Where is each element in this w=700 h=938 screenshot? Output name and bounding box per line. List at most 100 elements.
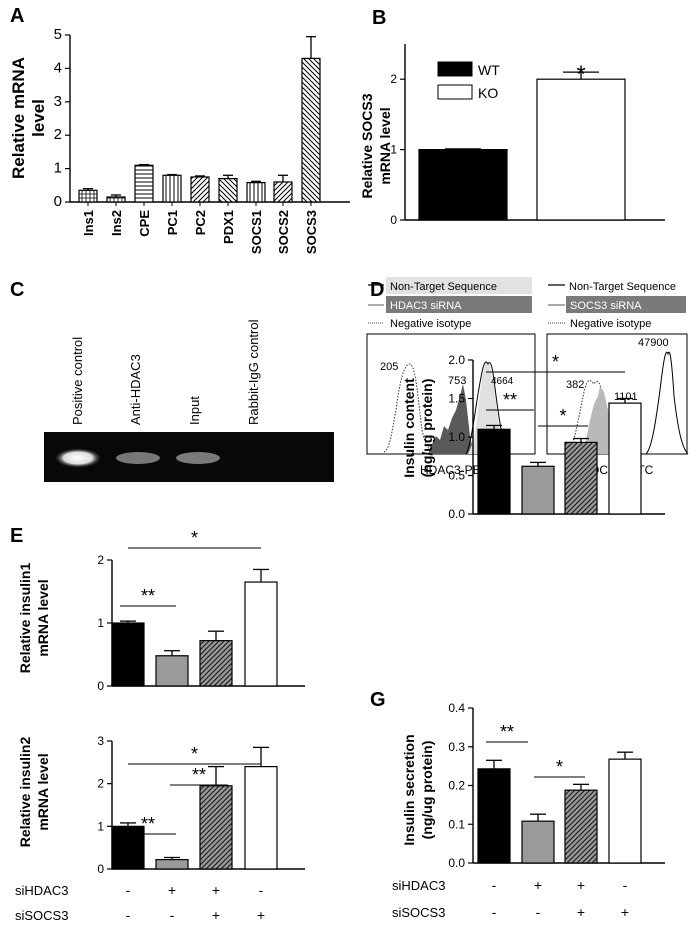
bar bbox=[199, 785, 233, 870]
bar bbox=[273, 181, 293, 203]
y-tick-label: 5 bbox=[54, 26, 62, 43]
treatment-sign: + bbox=[168, 882, 176, 898]
bar bbox=[301, 57, 321, 203]
treatment-sign: - bbox=[623, 877, 628, 893]
bar bbox=[418, 149, 508, 221]
legend-label-wt: WT bbox=[478, 62, 500, 78]
bar bbox=[608, 758, 642, 864]
bar bbox=[199, 640, 233, 687]
gel-panel-c: Positive control Anti-HDAC3 Input Rabbit… bbox=[44, 319, 334, 482]
y-tick-label: 0 bbox=[97, 862, 104, 876]
legend-label-ko: KO bbox=[478, 85, 498, 101]
treatment-label-sisocs3-left: siSOCS3 bbox=[15, 908, 68, 923]
flow-value-right-1: 382 bbox=[566, 379, 584, 391]
bar bbox=[190, 176, 210, 203]
svg-text:mRNA level: mRNA level bbox=[35, 579, 51, 656]
x-tick-label: SOCS1 bbox=[249, 210, 264, 254]
significance-marker: ** bbox=[141, 814, 155, 834]
significance-marker: ** bbox=[503, 390, 517, 410]
panel-label-c: C bbox=[10, 279, 24, 301]
significance-marker: * bbox=[552, 352, 559, 372]
svg-text:Relative insulin2: Relative insulin2 bbox=[17, 737, 33, 848]
significance-marker: ** bbox=[141, 586, 155, 606]
significance-marker: ** bbox=[192, 765, 206, 785]
treatment-sign: - bbox=[259, 882, 264, 898]
gel-lane-label-3: Input bbox=[187, 396, 202, 425]
y-tick-label: 2 bbox=[97, 777, 104, 791]
y-tick-label: 0.3 bbox=[448, 740, 465, 754]
bar bbox=[218, 178, 238, 203]
x-tick-label: SOCS3 bbox=[304, 210, 319, 254]
chart-panel-f: 0.00.51.01.52.0 **** bbox=[448, 352, 665, 521]
treatment-sign: + bbox=[577, 877, 585, 893]
bar bbox=[564, 441, 598, 515]
y-tick-label: 1.0 bbox=[448, 430, 465, 444]
significance-marker: * bbox=[191, 528, 198, 548]
flow-value-right-3: 47900 bbox=[638, 337, 669, 349]
y-tick-label: 4 bbox=[54, 59, 62, 76]
bar bbox=[106, 196, 126, 203]
chart-panel-b: 0 1 2 * bbox=[390, 44, 665, 227]
x-tick-label: Ins2 bbox=[109, 210, 124, 236]
svg-text:(ng/ug protein): (ng/ug protein) bbox=[419, 741, 435, 840]
treatment-label-sihdac3-right: siHDAC3 bbox=[392, 878, 445, 893]
flow-legend-right-1: Non-Target Sequence bbox=[569, 281, 676, 293]
significance-marker: ** bbox=[500, 722, 514, 742]
y-tick-label: 1 bbox=[97, 616, 104, 630]
y-tick-label: 0.5 bbox=[448, 469, 465, 483]
flow-value-left-1: 205 bbox=[380, 361, 398, 373]
legend-b: WT KO bbox=[437, 61, 500, 101]
bar bbox=[477, 768, 511, 864]
chart-panel-e-top: 012*** bbox=[97, 528, 305, 693]
treatment-sign: - bbox=[536, 904, 541, 920]
y-tick-label: 0 bbox=[54, 193, 62, 210]
significance-marker: * bbox=[556, 757, 563, 777]
panel-label-e: E bbox=[10, 525, 23, 547]
flow-fill-socs3-sirna bbox=[582, 386, 630, 454]
svg-text:Insulin secretion: Insulin secretion bbox=[401, 734, 417, 845]
y-tick-label: 2 bbox=[390, 72, 397, 86]
y-tick-label: 0 bbox=[97, 679, 104, 693]
bar bbox=[111, 825, 145, 870]
treatment-sign: - bbox=[492, 877, 497, 893]
x-tick-label: CPE bbox=[137, 210, 152, 237]
svg-text:mRNA level: mRNA level bbox=[35, 753, 51, 830]
panel-label-a: A bbox=[10, 5, 24, 27]
svg-text:level: level bbox=[29, 99, 48, 137]
flow-legend-right-3: Negative isotype bbox=[570, 318, 651, 330]
y-tick-label: 0.4 bbox=[448, 701, 465, 715]
legend-swatch-ko bbox=[437, 84, 473, 100]
treatment-sign: + bbox=[257, 907, 265, 923]
flow-value-left-2: 753 bbox=[448, 375, 466, 387]
svg-text:Relative mRNA: Relative mRNA bbox=[9, 57, 28, 179]
bar bbox=[134, 164, 154, 203]
flow-legend-right-2: SOCS3 siRNA bbox=[570, 300, 642, 312]
treatment-sign: - bbox=[170, 907, 175, 923]
significance-marker: * bbox=[576, 61, 585, 88]
flow-legend-right: Non-Target Sequence SOCS3 siRNA Negative… bbox=[548, 281, 686, 330]
bar bbox=[162, 174, 182, 203]
gel-lane-label-4: Rabbit-IgG control bbox=[246, 319, 261, 425]
bar bbox=[244, 765, 278, 870]
significance-marker: * bbox=[559, 406, 566, 426]
bar bbox=[521, 465, 555, 515]
gel-band-input bbox=[176, 452, 220, 464]
panel-e-top-ylabel: Relative insulin1 mRNA level bbox=[17, 563, 51, 674]
svg-text:mRNA level: mRNA level bbox=[377, 107, 393, 184]
panel-label-b: B bbox=[372, 7, 386, 29]
bar bbox=[564, 789, 598, 864]
bar bbox=[244, 581, 278, 687]
y-tick-label: 1 bbox=[54, 160, 62, 177]
flow-value-left-3: 4664 bbox=[491, 376, 514, 387]
y-tick-label: 0.2 bbox=[448, 779, 465, 793]
svg-text:Relative insulin1: Relative insulin1 bbox=[17, 563, 33, 674]
panel-label-d: D bbox=[370, 279, 384, 301]
bar bbox=[155, 859, 189, 870]
x-tick-label: PC1 bbox=[165, 210, 180, 235]
treatment-sign: - bbox=[126, 907, 131, 923]
x-tick-label: PC2 bbox=[193, 210, 208, 235]
y-tick-label: 1.5 bbox=[448, 392, 465, 406]
x-tick-label: PDX1 bbox=[221, 210, 236, 244]
